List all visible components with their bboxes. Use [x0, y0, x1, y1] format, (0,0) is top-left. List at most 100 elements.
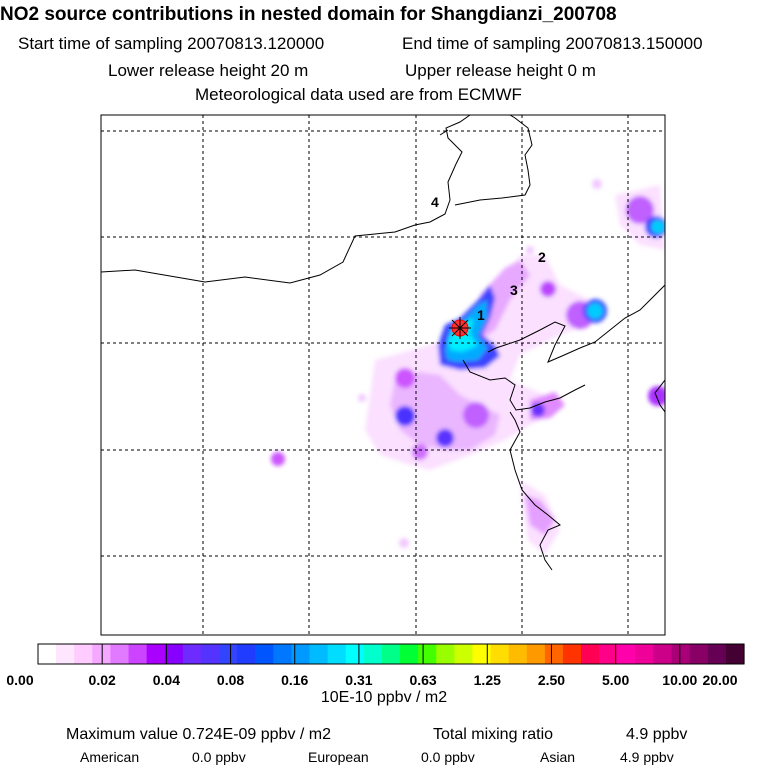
met-data-label: Meteorological data used are from ECMWF: [195, 85, 522, 104]
colorbar-swatch: [182, 644, 202, 664]
coastlines: [101, 115, 665, 571]
border-north: [101, 115, 471, 284]
region-markers: 1 2 3 4: [431, 194, 546, 323]
colorbar-tick-label: 1.25: [474, 672, 501, 688]
total-mixing-value: 4.9 ppbv: [626, 726, 688, 743]
colorbar-tick-label: 0.63: [409, 672, 436, 688]
upper-height-label: Upper release height 0 m: [405, 61, 596, 80]
colorbar-ticks: [101, 644, 681, 664]
colorbar-swatch: [237, 644, 256, 664]
colorbar-swatch: [110, 644, 130, 664]
colorbar-swatch: [74, 644, 93, 664]
american-value: 0.0 ppbv: [192, 749, 246, 765]
colorbar-swatch: [562, 644, 582, 664]
colorbar-swatch: [56, 644, 75, 664]
marker-1: 1: [477, 307, 485, 323]
colorbar-swatch: [327, 644, 347, 664]
plume-spot-g: [626, 196, 654, 224]
colorbar-swatch: [200, 644, 220, 664]
colorbar-swatch: [617, 644, 636, 664]
colorbar-swatch: [671, 644, 691, 664]
colorbar-tick-label: 0.00: [6, 672, 33, 688]
plume-band-violet-2: [390, 372, 500, 450]
plume-spot-a: [395, 368, 415, 388]
plume-band-violet: [480, 260, 530, 340]
plume-core-w2: [436, 429, 454, 447]
plume-core-w1: [395, 406, 415, 426]
marker-3: 3: [510, 282, 518, 298]
colorbar-frame: [37, 643, 745, 665]
asian-value: 4.9 ppbv: [620, 749, 674, 765]
lower-height-label: Lower release height 20 m: [108, 61, 309, 80]
start-time-label: Start time of sampling 20070813.120000: [18, 34, 325, 53]
coast-korea: [654, 379, 665, 413]
colorbar-swatch: [454, 644, 474, 664]
border-center: [439, 129, 449, 136]
colorbar-swatch: [381, 644, 401, 664]
colorbar-swatch: [653, 644, 673, 664]
plume-spot-k: [358, 394, 366, 402]
plume-spot-b: [463, 402, 489, 428]
grid-lines: [101, 115, 665, 635]
colorbar-tick-label: 0.02: [89, 672, 116, 688]
marker-4: 4: [431, 194, 439, 210]
total-mixing-label: Total mixing ratio: [433, 726, 554, 743]
colorbar-tick-label: 0.04: [153, 672, 180, 688]
plume-layer: [271, 179, 665, 555]
colorbar-unit-label: 10E-10 ppbv / m2: [320, 689, 448, 706]
plume-spot-e: [540, 281, 556, 297]
colorbar-swatch: [309, 644, 329, 664]
colorbar-swatch: [291, 644, 311, 664]
plume-spot-l: [526, 246, 534, 254]
colorbar-tick-label: 5.00: [602, 672, 629, 688]
border-ne: [454, 115, 533, 206]
colorbar-swatch: [599, 644, 618, 664]
colorbar-tick-label: 20.00: [702, 672, 737, 688]
colorbar-swatch: [128, 644, 148, 664]
european-value: 0.0 ppbv: [421, 749, 475, 765]
colorbar-swatch: [526, 644, 546, 664]
colorbar-swatch: [635, 644, 655, 664]
colorbar-tick-label: 10.00: [662, 672, 697, 688]
colorbar-swatch: [273, 644, 293, 664]
colorbar-swatch: [400, 644, 419, 664]
source-marker: [449, 317, 471, 339]
american-label: American: [80, 749, 140, 765]
colorbar-swatch: [689, 644, 709, 664]
colorbar-tick-label: 2.50: [538, 672, 565, 688]
colorbar-swatch: [707, 644, 727, 664]
coast-gulf: [462, 359, 586, 411]
map-frame: [100, 114, 666, 636]
colorbar-swatch: [363, 644, 383, 664]
colorbar-tick-label: 0.31: [345, 672, 372, 688]
colorbar-swatch: [472, 644, 492, 664]
marker-2: 2: [538, 249, 546, 265]
colorbar-tick-label: 0.08: [217, 672, 244, 688]
end-time-label: End time of sampling 20070813.150000: [402, 34, 703, 53]
colorbar-swatch: [164, 644, 184, 664]
colorbar-swatch: [219, 644, 238, 664]
colorbar-swatch: [725, 644, 745, 664]
european-label: European: [308, 749, 369, 765]
coast-bohai: [487, 284, 665, 363]
colorbar: [38, 644, 745, 664]
colorbar-swatch: [38, 644, 57, 664]
colorbar-swatch: [255, 644, 274, 664]
plume-ne-inner: [587, 303, 603, 319]
plume-far-ne-inner: [651, 220, 665, 234]
colorbar-swatch: [490, 644, 510, 664]
plume-spot-c: [412, 444, 428, 460]
plume-band-violet-4: [525, 495, 555, 535]
plume-field: [271, 179, 665, 555]
coast-shandong: [509, 411, 561, 571]
colorbar-swatch: [581, 644, 600, 664]
colorbar-labels: 0.00 0.02 0.04 0.08 0.16 0.31 0.63 1.25 2.50 5.00…: [6, 672, 737, 688]
plume-spot-d: [271, 452, 285, 466]
colorbar-swatch: [92, 644, 112, 664]
colorbar-tick-label: 0.16: [281, 672, 308, 688]
colorbar-swatch: [345, 644, 365, 664]
asian-label: Asian: [540, 749, 576, 765]
plume-spot-j: [592, 179, 602, 189]
colorbar-swatch: [508, 644, 528, 664]
